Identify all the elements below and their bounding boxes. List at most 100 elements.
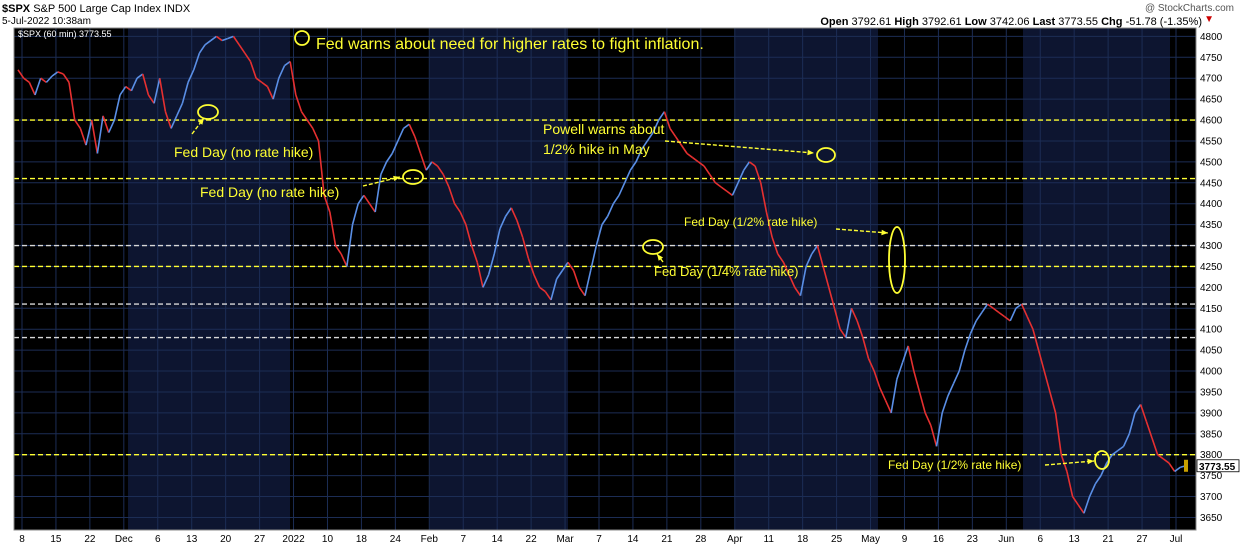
price-segment	[90, 119, 99, 154]
y-tick-label: 4750	[1200, 53, 1223, 64]
price-segment	[329, 211, 337, 246]
annotation-fed-day-5: Fed Day (1/2% rate hike)	[888, 458, 1021, 472]
price-segment	[204, 39, 212, 46]
price-segment	[646, 132, 654, 142]
y-tick-label: 3800	[1200, 450, 1223, 461]
y-tick-label: 3700	[1200, 492, 1223, 503]
annotation-arrow	[1044, 460, 1095, 466]
price-segment	[975, 312, 983, 322]
price-segment	[629, 161, 637, 171]
price-segment	[198, 44, 206, 54]
price-segment	[414, 136, 422, 154]
price-segment	[425, 161, 433, 171]
price-segment	[130, 77, 138, 92]
price-segment	[210, 35, 217, 42]
price-segment	[51, 71, 59, 77]
x-tick-label: 27	[254, 534, 266, 545]
x-tick-label: 6	[1037, 534, 1043, 545]
watermark: @ StockCharts.com	[1144, 3, 1234, 14]
last-price-label: 3773.55	[1199, 462, 1236, 473]
price-segment	[136, 73, 144, 79]
price-segment	[368, 203, 376, 213]
x-tick-label: 10	[322, 534, 334, 545]
price-segment	[1049, 391, 1057, 414]
plot-frame	[13, 27, 1197, 531]
y-tick-label: 4400	[1200, 199, 1223, 210]
annotation-arrow-head	[393, 175, 400, 182]
price-segment	[555, 270, 563, 280]
price-segment	[340, 253, 348, 267]
price-segment	[680, 144, 688, 154]
price-segment	[748, 161, 756, 167]
price-segment	[1111, 449, 1119, 456]
y-tick-label: 4450	[1200, 178, 1223, 189]
price-segment	[805, 253, 813, 267]
price-segment	[731, 182, 739, 196]
last-price-box	[1196, 459, 1240, 473]
price-segment	[227, 35, 234, 40]
price-segment	[686, 152, 694, 159]
price-segment	[924, 412, 932, 426]
price-segment	[833, 308, 841, 330]
x-tick-label: 22	[526, 534, 538, 545]
price-segment	[901, 345, 909, 363]
price-segment	[193, 52, 201, 71]
price-segment	[295, 94, 303, 112]
y-tick-label: 4200	[1200, 283, 1223, 294]
price-segment	[334, 245, 342, 255]
price-segment	[255, 77, 263, 84]
price-segment	[533, 274, 541, 288]
price-segment	[1037, 349, 1046, 372]
price-segment	[266, 86, 274, 100]
annotation-arrow	[191, 117, 205, 135]
price-segment	[879, 387, 887, 401]
price-segment	[1032, 328, 1040, 351]
price-segment	[1122, 433, 1131, 447]
price-segment	[1117, 445, 1125, 452]
price-segment	[1088, 483, 1097, 497]
price-segment	[153, 78, 161, 104]
price-segment	[113, 94, 121, 121]
y-tick-label: 4800	[1200, 32, 1223, 43]
x-tick-label: 8	[19, 534, 25, 545]
price-segment	[249, 61, 257, 79]
price-segment	[363, 194, 371, 205]
price-segment	[448, 186, 456, 204]
price-segment	[743, 161, 751, 171]
price-segment	[539, 286, 546, 293]
x-tick-label: 9	[902, 534, 908, 545]
symbol-description: S&P 500 Large Cap Index	[33, 3, 161, 15]
y-tick-label: 4650	[1200, 95, 1223, 106]
price-segment	[312, 128, 320, 142]
price-segment	[958, 349, 966, 372]
annotation-arrow	[664, 140, 815, 154]
price-segment	[572, 270, 581, 288]
last-value: 3773.55	[1058, 16, 1099, 28]
x-tick-label: 27	[1136, 534, 1148, 545]
price-segment	[181, 82, 189, 104]
price-segment	[987, 303, 994, 309]
price-segment	[527, 257, 535, 276]
price-segment	[487, 253, 496, 276]
price-segment	[765, 211, 773, 238]
high-value: 3792.61	[921, 16, 962, 28]
price-segment	[578, 286, 586, 297]
price-segment	[1139, 404, 1148, 422]
price-segment	[57, 71, 64, 75]
price-segment	[141, 73, 150, 96]
x-tick-label: 7	[596, 534, 602, 545]
price-segment	[17, 69, 25, 79]
x-tick-label: 15	[50, 534, 62, 545]
x-tick-label: 25	[831, 534, 843, 545]
price-segment	[323, 195, 331, 213]
x-tick-label: 23	[967, 534, 979, 545]
price-segment	[158, 78, 167, 112]
price-segment	[74, 119, 82, 129]
price-segment	[862, 337, 870, 359]
month-shade-band	[735, 28, 878, 530]
price-segment	[567, 261, 575, 272]
price-segment	[374, 174, 382, 213]
price-segment	[289, 61, 297, 96]
price-segment	[1157, 454, 1164, 460]
